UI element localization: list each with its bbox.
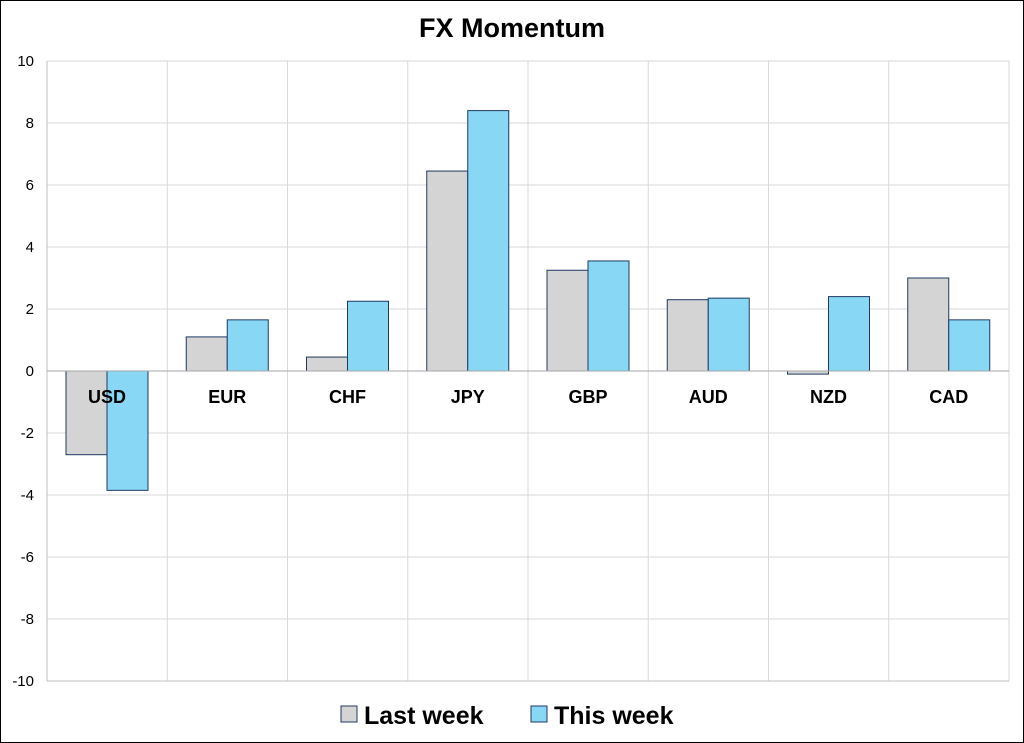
legend-label-last-week: Last week xyxy=(364,702,484,730)
labels: 10 8 6 4 2 0 -2 -4 -6 -8 -10 USD EUR CHF JPY GBP AUD NZD C… xyxy=(12,53,968,690)
category-label-aud: AUD xyxy=(689,387,728,407)
bar-last-week-jpy xyxy=(426,170,469,372)
y-tick-label: 4 xyxy=(26,239,34,256)
bar-last-week-cad xyxy=(907,277,950,372)
bar-last-week-eur xyxy=(185,336,228,372)
axes xyxy=(46,61,1009,682)
bar-this-week-gbp xyxy=(587,260,630,372)
y-tick-label: -4 xyxy=(21,487,34,504)
bar-last-week-aud xyxy=(666,299,709,372)
bar-last-week-gbp xyxy=(546,269,589,372)
y-tick-label: 0 xyxy=(26,363,34,380)
y-tick-label: 10 xyxy=(17,53,34,70)
category-label-gbp: GBP xyxy=(568,387,607,407)
legend: Last week This week xyxy=(340,702,674,730)
legend-swatch-this-week xyxy=(530,705,548,723)
legend-swatch-last-week xyxy=(340,705,358,723)
y-tick-label: 2 xyxy=(26,301,34,318)
bar-this-week-eur xyxy=(226,319,269,372)
bar-last-week-chf xyxy=(306,356,348,372)
bar-this-week-chf xyxy=(347,300,389,372)
bar-this-week-nzd xyxy=(828,296,870,372)
bar-this-week-aud xyxy=(707,297,750,372)
bar-last-week-usd xyxy=(65,370,108,456)
category-label-eur: EUR xyxy=(208,387,246,407)
y-tick-label: -6 xyxy=(21,549,34,566)
category-label-usd: USD xyxy=(88,387,126,407)
bar-this-week-jpy xyxy=(467,110,510,372)
y-tick-label: 8 xyxy=(26,115,34,132)
bar-this-week-cad xyxy=(948,319,991,372)
chart-title: FX Momentum xyxy=(419,13,605,43)
category-label-chf: CHF xyxy=(329,387,366,407)
category-label-nzd: NZD xyxy=(810,387,847,407)
category-label-cad: CAD xyxy=(929,387,968,407)
bar-this-week-usd xyxy=(106,370,149,491)
y-tick-label: -2 xyxy=(21,425,34,442)
y-tick-label: 6 xyxy=(26,177,34,194)
y-tick-label: -8 xyxy=(21,611,34,628)
y-tick-label: -10 xyxy=(12,673,34,690)
category-label-jpy: JPY xyxy=(451,387,485,407)
legend-label-this-week: This week xyxy=(554,702,674,730)
